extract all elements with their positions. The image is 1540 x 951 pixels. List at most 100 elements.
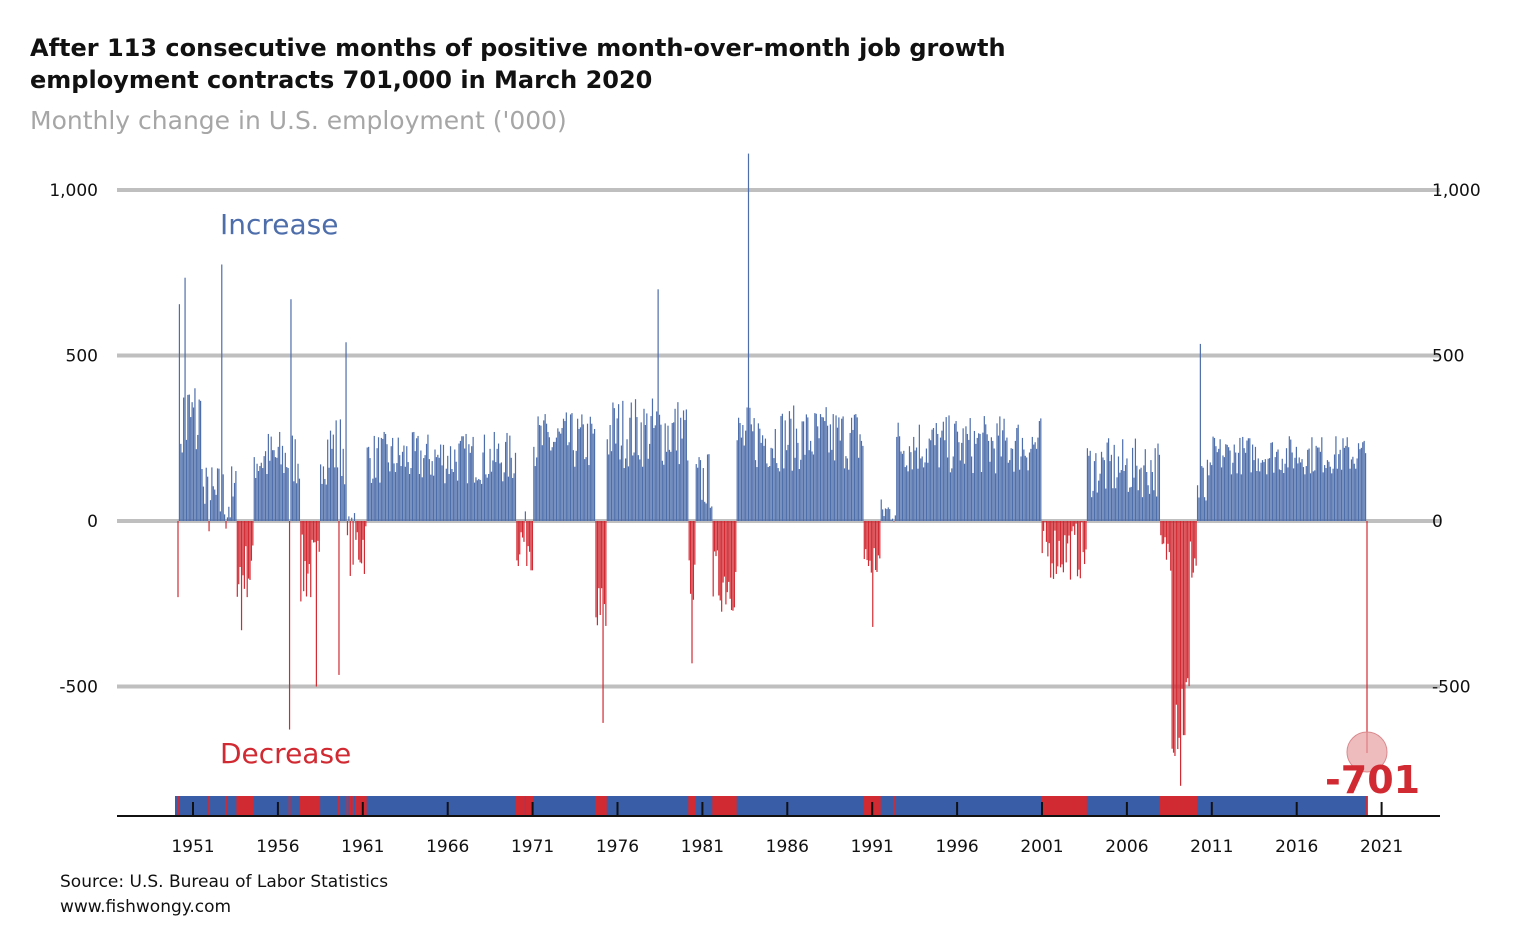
strip-decline-month xyxy=(726,796,729,816)
monthly-bar xyxy=(807,417,809,521)
monthly-bar xyxy=(1164,521,1166,538)
strip-decline-month xyxy=(177,796,179,816)
monthly-bar xyxy=(1078,521,1080,570)
monthly-bar xyxy=(1069,521,1072,580)
strip-decline-month xyxy=(1192,796,1195,816)
monthly-bar xyxy=(725,521,727,605)
monthly-bar xyxy=(850,417,853,521)
monthly-bar xyxy=(1229,450,1231,521)
monthly-bar xyxy=(843,468,846,521)
monthly-bar xyxy=(527,521,529,547)
monthly-bar xyxy=(898,436,901,521)
monthly-bar xyxy=(615,443,617,521)
monthly-bar xyxy=(1274,457,1276,521)
monthly-bar xyxy=(1100,451,1103,521)
monthly-bar xyxy=(1044,521,1046,522)
monthly-bar xyxy=(537,416,539,521)
monthly-bar xyxy=(1297,463,1299,521)
monthly-bar xyxy=(810,440,812,521)
monthly-bar xyxy=(1268,458,1271,521)
monthly-bar xyxy=(207,476,209,521)
monthly-bar xyxy=(348,516,350,521)
monthly-bar xyxy=(856,417,858,521)
monthly-bar xyxy=(1182,521,1185,736)
monthly-bar xyxy=(786,450,788,521)
monthly-bar xyxy=(728,521,730,582)
monthly-bar xyxy=(904,467,906,521)
monthly-bar xyxy=(342,448,344,521)
monthly-bar xyxy=(1002,430,1004,521)
monthly-bar xyxy=(877,521,880,556)
monthly-bar xyxy=(1188,521,1190,687)
strip-decline-month xyxy=(1189,796,1192,816)
monthly-bar xyxy=(305,521,308,597)
monthly-bar xyxy=(913,436,915,521)
monthly-bar xyxy=(934,445,936,521)
monthly-bar xyxy=(246,521,248,598)
monthly-bar xyxy=(651,398,654,521)
monthly-bar xyxy=(353,513,356,521)
monthly-bar xyxy=(1170,521,1172,571)
monthly-bar xyxy=(1218,448,1220,521)
monthly-bar xyxy=(596,521,598,626)
monthly-bar xyxy=(1157,443,1159,521)
monthly-bar xyxy=(1364,453,1367,521)
monthly-bar xyxy=(1287,467,1289,521)
monthly-bar xyxy=(1064,521,1066,536)
monthly-bar xyxy=(362,521,364,540)
monthly-bar xyxy=(582,424,584,521)
monthly-bar xyxy=(598,521,600,589)
monthly-bar xyxy=(1257,458,1259,521)
monthly-bar xyxy=(1040,418,1042,521)
monthly-bar xyxy=(918,424,920,521)
monthly-bar xyxy=(876,521,878,572)
monthly-bar xyxy=(1212,436,1214,521)
monthly-bar xyxy=(1105,488,1107,521)
monthly-bar xyxy=(908,446,911,521)
monthly-bar xyxy=(1252,444,1254,521)
monthly-bar xyxy=(828,452,830,521)
monthly-bar xyxy=(214,489,216,521)
strip-decline-month xyxy=(725,796,727,816)
monthly-bar xyxy=(691,521,693,664)
monthly-bar xyxy=(255,477,257,521)
monthly-bar xyxy=(783,468,785,521)
monthly-bar xyxy=(448,473,450,521)
monthly-bar xyxy=(879,521,881,559)
monthly-bar xyxy=(1355,468,1357,521)
monthly-bar xyxy=(1261,460,1264,521)
strip-decline-month xyxy=(734,796,737,816)
monthly-bar xyxy=(183,397,185,521)
monthly-bar xyxy=(1061,521,1063,565)
monthly-bar xyxy=(660,424,662,521)
monthly-bar xyxy=(502,481,504,521)
monthly-bar xyxy=(1359,449,1361,521)
monthly-bar xyxy=(541,445,543,521)
monthly-bar xyxy=(1329,466,1331,521)
monthly-bar xyxy=(627,466,630,521)
strip-decline-month xyxy=(1082,796,1085,816)
monthly-bar xyxy=(1160,521,1162,536)
monthly-bar xyxy=(729,521,731,599)
strip-decline-month xyxy=(733,796,736,816)
monthly-bar xyxy=(280,464,282,521)
monthly-bar xyxy=(373,435,375,521)
monthly-bar xyxy=(431,461,433,521)
monthly-bar xyxy=(1271,442,1273,521)
monthly-bar xyxy=(1054,521,1056,531)
monthly-bar xyxy=(822,417,824,521)
x-tick-label: 2001 xyxy=(1020,837,1063,857)
monthly-bar xyxy=(808,450,810,521)
monthly-bar xyxy=(924,462,926,521)
monthly-bar xyxy=(187,394,189,521)
monthly-bar xyxy=(345,342,347,521)
strip-decline-month xyxy=(1190,796,1193,816)
monthly-bar xyxy=(242,521,244,576)
monthly-bar xyxy=(914,450,916,521)
chart-title: After 113 consecutive months of positive… xyxy=(30,32,1006,96)
monthly-bar xyxy=(646,413,648,521)
strip-decline-month xyxy=(869,796,871,816)
monthly-bar xyxy=(396,463,398,521)
monthly-bar xyxy=(1206,459,1209,521)
monthly-bar xyxy=(742,425,744,521)
